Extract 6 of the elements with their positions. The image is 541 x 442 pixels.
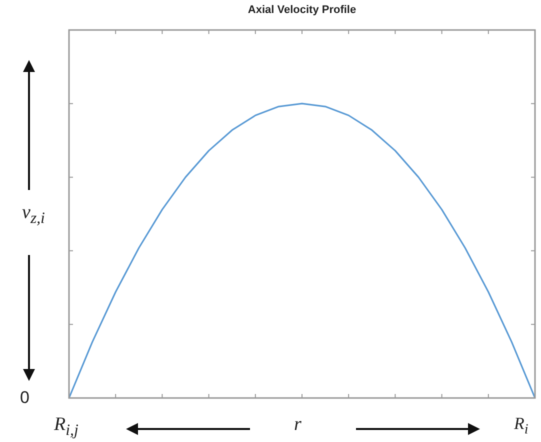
x-axis-title: r bbox=[294, 414, 302, 436]
text: R$_{i}$ bbox=[514, 414, 528, 438]
text: R$_{i,j}$ bbox=[54, 414, 78, 440]
chart-title: Axial Velocity Profile bbox=[246, 4, 358, 16]
text: 0 bbox=[20, 388, 30, 408]
y-axis-title: v$_{z,i}$ bbox=[22, 202, 45, 228]
